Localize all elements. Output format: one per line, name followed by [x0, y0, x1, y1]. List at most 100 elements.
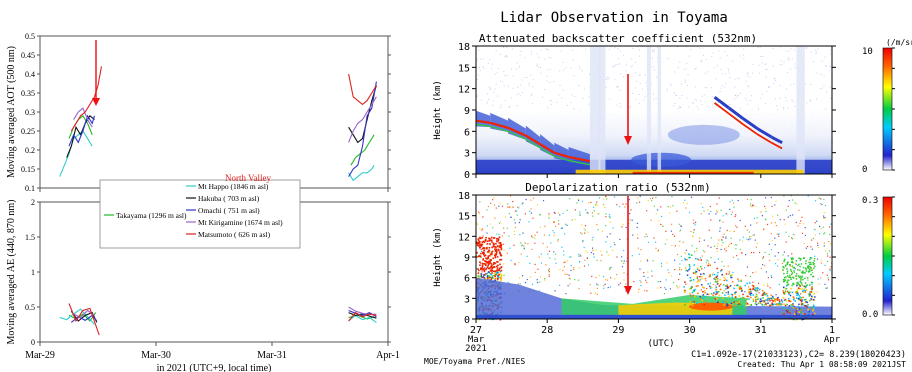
depolarization-noise	[503, 263, 505, 265]
legend-box	[99, 179, 301, 249]
depolarization-plume-dot	[798, 257, 800, 259]
depolarization-plume-dot	[785, 310, 788, 312]
depolarization-noise	[817, 278, 819, 280]
depolarization-noise	[501, 205, 504, 207]
backscatter-noise	[790, 68, 792, 70]
depolarization-dust-column	[490, 278, 493, 281]
depolarization-cloud-dot	[750, 296, 752, 299]
depolarization-noise	[765, 219, 767, 221]
depolarization-noise	[665, 230, 667, 232]
depolarization-cloud-dot	[706, 293, 708, 295]
depolarization-noise	[785, 231, 787, 233]
depolarization-plume-dot	[799, 296, 801, 298]
depolarization-noise	[693, 222, 695, 224]
depolarization-noise	[552, 221, 555, 223]
depolarization-plume-dot	[784, 287, 787, 290]
ae-series-line	[70, 310, 98, 323]
backscatter-noise	[493, 91, 495, 93]
depolarization-cloud-dot	[772, 295, 774, 298]
backscatter-noise	[679, 106, 681, 108]
depolarization-cloud-dot	[726, 303, 728, 305]
depolarization-dust-column	[491, 241, 493, 243]
depolarization-noise	[548, 268, 550, 270]
depolarization-noise	[750, 235, 752, 237]
backscatter-noise	[722, 73, 724, 75]
depolarization-cloud-dot	[749, 292, 752, 295]
depolarization-dust-column	[498, 274, 500, 276]
backscatter-noise	[608, 78, 610, 80]
depolarization-cloud-dot	[720, 269, 723, 271]
depolarization-plume-dot	[800, 263, 803, 265]
depolarization-noise	[791, 214, 794, 216]
depolarization-dust-column	[500, 248, 503, 251]
depolarization-noise	[749, 205, 752, 207]
depolarization-noise	[730, 237, 732, 239]
backscatter-noise	[729, 103, 731, 105]
backscatter-noise	[734, 94, 736, 96]
backscatter-noise	[767, 86, 769, 88]
backscatter-noise	[607, 76, 609, 78]
depolarization-noise	[553, 234, 555, 237]
depolarization-dust-column	[497, 245, 500, 248]
red-arrow-icon	[92, 40, 100, 106]
backscatter-noise	[674, 103, 676, 105]
depolarization-noise	[613, 241, 615, 244]
depolarization-plume-dot	[807, 304, 809, 306]
depolarization-noise	[723, 233, 725, 235]
depolarization-cloud-dot	[730, 302, 733, 305]
backscatter-noise	[511, 68, 513, 70]
depolarization-noise	[530, 199, 532, 201]
backscatter-noise	[499, 53, 501, 55]
depolarization-noise	[803, 243, 805, 245]
depolarization-plume-dot	[801, 275, 803, 277]
ae-y-axis-label: Moving averaged AE (440, 870 nm)	[6, 200, 17, 345]
depolarization-plume-dot	[808, 263, 811, 266]
backscatter-noise	[565, 67, 567, 69]
depolarization-dust-column	[494, 262, 497, 265]
backscatter-noise	[701, 104, 703, 106]
depolarization-noise	[603, 285, 605, 287]
depolarization-cloud-dot	[780, 303, 783, 306]
depolarization-plume-dot	[803, 289, 805, 292]
backscatter-noise	[781, 64, 783, 66]
depolarization-plume-dot	[793, 266, 796, 269]
backscatter-noise	[746, 75, 748, 77]
depolarization-noise	[708, 213, 710, 215]
depolarization-noise	[722, 241, 724, 244]
depolarization-dust-column	[484, 238, 487, 241]
aot-panel: 0.10.150.20.250.30.350.40.450.5 Moving a…	[6, 32, 391, 193]
backscatter-noise	[536, 53, 538, 55]
depolarization-noise	[592, 249, 594, 251]
aot-series-line	[348, 81, 377, 177]
depolarization-noise	[595, 249, 597, 251]
depolarization-noise	[526, 278, 528, 281]
depolarization-cloud-dot	[761, 289, 764, 292]
depolarization-dust-column	[494, 275, 497, 277]
depolarization-noise	[609, 268, 611, 271]
depolarization-noise	[590, 251, 592, 254]
depolarization-noise	[619, 282, 622, 284]
depolarization-noise	[733, 230, 735, 233]
backscatter-noise	[531, 93, 533, 95]
depolarization-noise	[716, 245, 718, 247]
depolarization-noise	[669, 212, 671, 214]
depolarization-noise	[723, 284, 725, 286]
backscatter-noise	[518, 92, 520, 94]
depolarization-cloud-dot	[714, 277, 716, 279]
backscatter-noise	[783, 108, 785, 110]
depolarization-noise	[685, 283, 687, 285]
backscatter-noise	[707, 71, 709, 73]
depolarization-noise	[521, 203, 523, 205]
depolarization-plume-dot	[804, 298, 807, 301]
depolarization-noise	[623, 249, 625, 252]
backscatter-noise	[614, 79, 616, 81]
depolarization-noise	[722, 215, 724, 217]
backscatter-y-tick-label: 12	[458, 85, 470, 96]
depolarization-noise	[663, 292, 666, 295]
depolarization-cloud-dot	[719, 288, 722, 291]
backscatter-noise	[820, 73, 822, 75]
depolarization-cloud-dot	[774, 301, 777, 303]
depolarization-cloud-dot	[722, 301, 724, 304]
depolarization-noise	[517, 283, 519, 285]
backscatter-noise	[684, 79, 686, 81]
